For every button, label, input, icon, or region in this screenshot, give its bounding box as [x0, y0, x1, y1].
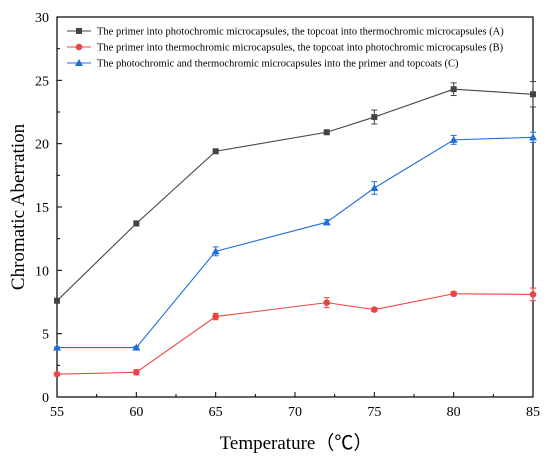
data-point [53, 343, 61, 351]
data-point [449, 135, 458, 143]
y-tick-label: 10 [35, 264, 49, 279]
legend: The primer into photochromic microcapsul… [67, 27, 504, 70]
y-tick-label: 30 [35, 11, 49, 26]
data-point [370, 184, 379, 191]
series-line [56, 88, 534, 302]
series-line [57, 136, 534, 349]
data-point [211, 247, 220, 255]
x-tick-label: 65 [209, 405, 223, 420]
plot-area: 55 60 65 70 75 80 85 0 5 10 15 20 25 30 The primer int… [35, 11, 540, 420]
data-point [529, 133, 537, 141]
y-tick-label: 20 [35, 138, 49, 153]
series-a [54, 81, 536, 304]
data-point [132, 343, 141, 351]
series-line [56, 293, 534, 375]
data-point [212, 313, 219, 320]
y-tick-label: 0 [42, 391, 49, 406]
data-point [54, 297, 60, 304]
x-tick-label: 60 [129, 405, 143, 420]
data-point [212, 148, 219, 155]
y-tick-label: 5 [42, 328, 49, 343]
legend-marker [76, 28, 82, 34]
y-tick-label: 15 [35, 201, 49, 216]
data-point [323, 129, 330, 136]
y-tick-label: 25 [35, 74, 49, 89]
data-point [371, 114, 378, 121]
x-tick-label: 85 [526, 405, 540, 420]
data-point [371, 306, 378, 313]
legend-marker [75, 59, 83, 66]
series-b [53, 287, 537, 378]
data-point [133, 220, 140, 227]
data-point [529, 291, 537, 298]
legend-label: The photochromic and thermochromic micro… [97, 59, 459, 70]
data-point [530, 91, 536, 98]
legend-label: The primer into photochromic microcapsul… [97, 27, 504, 38]
legend-label: The primer into thermochromic microcapsu… [97, 43, 504, 54]
x-tick-label: 75 [367, 405, 381, 420]
data-point [133, 369, 140, 376]
series-c [53, 131, 537, 351]
x-tick-label: 55 [50, 405, 64, 420]
y-axis-title: Chromatic Aberration [8, 123, 29, 290]
data-point [450, 290, 457, 298]
legend-marker [75, 43, 83, 51]
data-point [323, 299, 331, 306]
plot-frame [56, 16, 534, 398]
x-tick-label: 80 [447, 405, 461, 420]
data-point [322, 218, 331, 226]
data-point [53, 370, 61, 378]
data-point [450, 86, 457, 93]
x-tick-label: 70 [288, 405, 302, 420]
x-axis-title: Temperature（℃） [220, 432, 373, 454]
